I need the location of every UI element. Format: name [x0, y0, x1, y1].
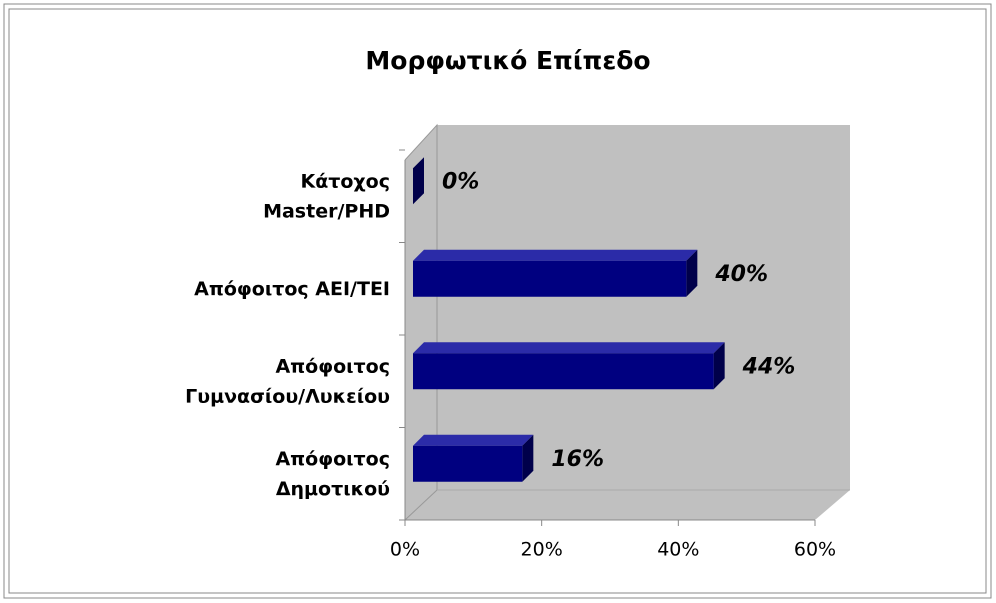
label-line: Απόφοιτος — [275, 447, 390, 469]
label-line: Απόφοιτος — [275, 355, 390, 377]
bar-front — [413, 445, 523, 482]
bar-side — [713, 342, 725, 390]
y-tick-label: Απόφοιτος Γυμνασίου/Λυκείου — [185, 355, 390, 407]
value-label: 16% — [551, 447, 604, 472]
x-tick-label: 40% — [657, 539, 699, 561]
bar — [413, 434, 534, 482]
plot-area — [405, 125, 850, 520]
label-line: Κάτοχος — [300, 170, 390, 192]
bar-front — [413, 353, 714, 390]
y-tick-label: Απόφοιτος ΑΕΙ/ΤΕΙ — [194, 277, 390, 299]
bar-top — [413, 249, 698, 261]
x-tick-label: 20% — [521, 539, 563, 561]
bar-side — [413, 157, 424, 205]
chart-title: Μορφωτικό Επίπεδο — [365, 46, 650, 75]
bar — [413, 342, 725, 390]
bar-top — [413, 434, 534, 446]
y-tick-label: Κάτοχος Master/PHD — [263, 170, 390, 222]
bar-side — [686, 249, 698, 297]
bar-top — [413, 342, 725, 354]
label-line: Master/PHD — [263, 200, 390, 222]
bar-front — [413, 260, 687, 297]
bar — [413, 157, 424, 205]
axis-wall — [404, 123, 438, 521]
x-tick-label: 0% — [390, 539, 420, 561]
value-label: 40% — [714, 262, 768, 287]
value-label: 44% — [742, 354, 796, 379]
bar — [413, 249, 698, 297]
label-line: Δημοτικού — [276, 477, 390, 499]
label-line: Απόφοιτος ΑΕΙ/ΤΕΙ — [194, 277, 390, 299]
bar-side — [522, 434, 534, 482]
value-label: 0% — [442, 169, 479, 194]
label-line: Γυμνασίου/Λυκείου — [185, 385, 390, 407]
x-tick-label: 60% — [794, 539, 836, 561]
y-tick-label: Απόφοιτος Δημοτικού — [275, 447, 390, 499]
